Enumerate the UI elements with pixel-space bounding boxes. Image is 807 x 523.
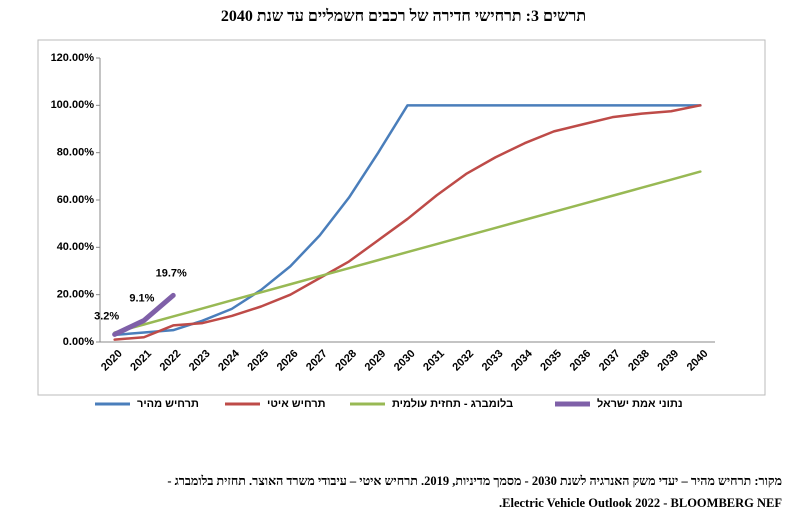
y-tick-label: 80.00%	[57, 147, 95, 159]
x-tick-label: 2021	[128, 348, 154, 374]
series-line	[112, 292, 176, 337]
x-tick-label: 2024	[216, 347, 242, 373]
y-tick-label: 20.00%	[57, 289, 95, 301]
data-label: 9.1%	[129, 292, 154, 304]
x-tick-label: 2036	[568, 348, 594, 374]
chart: 0.00% 20.00% 40.00% 60.00% 80.00% 100.00% 120.…	[37, 39, 766, 410]
x-tick-label: 2030	[392, 348, 418, 374]
y-tick-label: 0.00%	[63, 336, 94, 348]
legend-label: תרחיש איטי	[267, 398, 326, 410]
x-tick-label: 2028	[333, 348, 359, 374]
source: מקור: תרחיש מהיר – יעדי משק האנרגיה לשנת…	[20, 470, 782, 514]
x-tick-label: 2038	[626, 348, 652, 374]
series-line	[113, 104, 702, 341]
x-tick-label: 2033	[480, 348, 506, 374]
x-tick-label: 2040	[685, 348, 711, 374]
legend-label: נתוני אמת ישראל	[597, 397, 683, 410]
chart-border	[37, 39, 766, 396]
x-tick-label: 2029	[363, 348, 389, 374]
legend-label: תרחיש מהיר	[137, 398, 199, 410]
x-tick-label: 2031	[421, 348, 447, 374]
y-tick-label: 40.00%	[57, 241, 95, 253]
x-tick-label: 2037	[597, 348, 623, 374]
x-tick-label: 2026	[275, 348, 301, 374]
x-tick-label: 2025	[245, 348, 271, 374]
chart-title: תרשים 3: תרחישי חדירה של רכבים חשמליים ע…	[220, 8, 587, 25]
x-tick-label: 2039	[655, 348, 681, 374]
x-tick-label: 2022	[158, 348, 184, 374]
source-line: מקור: תרחיש מהיר – יעדי משק האנרגיה לשנת…	[167, 474, 782, 488]
x-tick-label: 2023	[187, 348, 213, 374]
data-label: 3.2%	[94, 310, 119, 322]
data-label: 19.7%	[156, 267, 187, 279]
x-tick-label: 2027	[304, 348, 330, 374]
y-tick-label: 100.00%	[51, 99, 95, 111]
series-line	[113, 104, 702, 337]
legend-label: בלומברג - תחזית עולמית	[392, 397, 513, 410]
x-tick-label: 2034	[509, 347, 535, 373]
x-tick-label: 2035	[538, 348, 564, 374]
x-tick-label: 2032	[450, 348, 476, 374]
series-line	[113, 170, 702, 334]
y-tick-label: 120.00%	[51, 52, 95, 64]
x-tick-label: 2020	[99, 348, 125, 374]
source-line: Electric Vehicle Outlook 2022 - BLOOMBER…	[499, 496, 782, 510]
y-tick-label: 60.00%	[57, 194, 95, 206]
